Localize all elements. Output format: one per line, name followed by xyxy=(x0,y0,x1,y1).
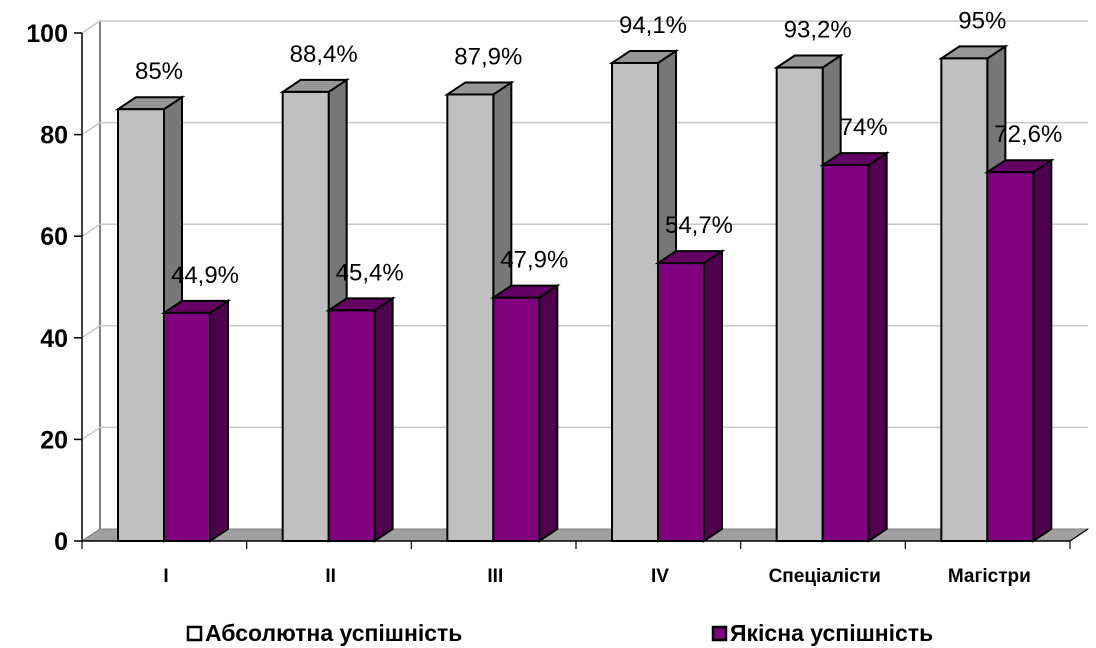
data-labels: 85% 44,9% 88,4% 45,4% 87,9% 47,9% 94,1% 54,7% 93… xyxy=(135,7,1062,289)
x-category-label: I xyxy=(163,566,168,587)
y-tick-label: 100 xyxy=(26,20,68,48)
data-label-absolute-1: 88,4% xyxy=(290,41,358,68)
data-label-quality-1: 45,4% xyxy=(336,259,404,286)
y-tick-label: 40 xyxy=(40,325,68,353)
bar-quality-4 xyxy=(819,151,890,543)
gridline-wall xyxy=(81,121,101,136)
legend: Абсолютна успішність Якісна успішність xyxy=(186,620,933,646)
legend-item-absolute: Абсолютна успішність xyxy=(186,620,462,646)
data-label-quality-2: 47,9% xyxy=(500,247,568,274)
gridline-wall xyxy=(81,223,101,237)
gridline-wall xyxy=(81,426,101,441)
data-label-absolute-0: 85% xyxy=(135,58,183,85)
x-category-label: Спеціалісти xyxy=(769,566,881,587)
legend-label: Абсолютна успішність xyxy=(205,620,462,646)
side-wall xyxy=(81,20,101,542)
data-label-absolute-2: 87,9% xyxy=(454,43,522,70)
legend-swatch xyxy=(711,625,728,642)
data-label-absolute-3: 94,1% xyxy=(619,12,687,39)
x-category-label: III xyxy=(487,566,503,587)
x-axis-categories: I II III IV Спеціалісти Магістри xyxy=(81,541,1071,587)
bar-quality-0 xyxy=(160,299,232,543)
floor xyxy=(80,528,1090,542)
data-label-absolute-4: 93,2% xyxy=(784,17,852,44)
gridline-wall xyxy=(81,20,101,34)
y-tick-label: 20 xyxy=(40,426,68,454)
x-category-label: Магістри xyxy=(948,566,1031,587)
gridlines xyxy=(81,20,1088,441)
bar-quality-1 xyxy=(325,296,396,543)
bar-quality-3 xyxy=(654,249,726,543)
y-tick-label: 80 xyxy=(40,122,68,150)
data-label-quality-5: 72,6% xyxy=(994,121,1062,148)
data-label-absolute-5: 95% xyxy=(958,7,1006,34)
bar-quality-2 xyxy=(490,283,561,543)
legend-item-quality: Якісна успішність xyxy=(711,620,933,646)
data-label-quality-0: 44,9% xyxy=(171,262,239,289)
gridline-wall xyxy=(81,325,101,339)
y-axis-ticks: 0 20 40 60 80 100 xyxy=(26,20,82,556)
bar-quality-5 xyxy=(984,158,1055,543)
data-label-quality-4: 74% xyxy=(840,114,888,141)
x-category-label: II xyxy=(325,566,336,587)
x-category-label: IV xyxy=(651,566,669,587)
floor-edge xyxy=(1069,528,1089,542)
y-tick-label: 60 xyxy=(40,223,68,251)
legend-label: Якісна успішність xyxy=(730,620,933,646)
y-tick-label: 0 xyxy=(54,528,68,556)
legend-swatch xyxy=(186,625,203,642)
data-label-quality-3: 54,7% xyxy=(665,212,733,239)
bars xyxy=(114,44,1055,543)
